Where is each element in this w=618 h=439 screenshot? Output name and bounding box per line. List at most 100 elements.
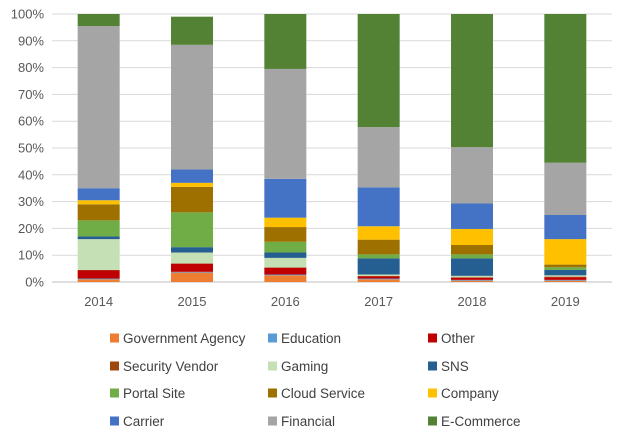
bar-education-2016	[264, 274, 307, 276]
y-tick-label: 40%	[18, 167, 44, 182]
bar-portal-site-2018	[451, 254, 493, 259]
bar-sns-2018	[451, 258, 493, 276]
legend-label: Security Vendor	[123, 359, 219, 374]
legend-swatch	[268, 361, 277, 371]
x-tick-label: 2018	[458, 294, 487, 309]
bar-government-agency-2014	[77, 279, 120, 282]
x-tick-label: 2017	[364, 294, 393, 309]
legend-label: Financial	[281, 414, 335, 429]
y-tick-label: 90%	[18, 33, 44, 48]
bar-portal-site-2017	[357, 254, 400, 259]
bar-company-2018	[451, 228, 493, 246]
bar-government-agency-2015	[171, 272, 213, 282]
legend-label: Gaming	[281, 359, 328, 374]
x-tick-label: 2015	[178, 294, 207, 309]
legend-swatch	[428, 333, 437, 343]
bar-other-2017	[357, 276, 400, 279]
legend-item-education: Education	[268, 331, 341, 346]
legend-swatch	[110, 333, 119, 343]
bar-security-vendor-2018	[451, 277, 493, 278]
bar-government-agency-2019	[544, 280, 587, 282]
legend-swatch	[268, 416, 277, 426]
legend-label: Portal Site	[123, 386, 185, 401]
legend-item-government-agency: Government Agency	[110, 331, 246, 346]
bar-company-2015	[171, 182, 213, 187]
bar-carrier-2014	[77, 188, 120, 201]
bar-e-commerce-2018	[451, 14, 493, 148]
bar-carrier-2017	[357, 187, 400, 227]
bar-cloud-service-2014	[77, 204, 120, 221]
legend-item-other: Other	[428, 331, 475, 346]
bar-sns-2014	[77, 236, 120, 240]
bar-other-2018	[451, 277, 493, 280]
bar-e-commerce-2015	[171, 16, 213, 45]
y-tick-label: 80%	[18, 60, 44, 75]
bar-financial-2017	[357, 127, 400, 188]
legend-swatch	[428, 416, 437, 426]
bar-cloud-service-2017	[357, 239, 400, 255]
legend-item-e-commerce: E-Commerce	[428, 414, 521, 429]
bar-other-2014	[77, 270, 120, 279]
y-tick-label: 50%	[18, 141, 44, 156]
bar-carrier-2016	[264, 178, 307, 218]
x-tick-label: 2014	[84, 294, 113, 309]
bar-education-2019	[544, 279, 587, 281]
bar-company-2017	[357, 226, 400, 240]
y-tick-label: 10%	[18, 248, 44, 263]
bar-cloud-service-2016	[264, 227, 307, 242]
legend-item-cloud-service: Cloud Service	[268, 386, 365, 401]
legend-label: Education	[281, 331, 341, 346]
bar-cloud-service-2015	[171, 186, 213, 213]
bar-portal-site-2016	[264, 241, 307, 253]
legend-label: Cloud Service	[281, 386, 365, 401]
legend-item-company: Company	[428, 386, 499, 401]
bar-gaming-2018	[451, 275, 493, 278]
gridlines	[52, 13, 612, 283]
bar-gaming-2019	[544, 275, 587, 277]
bar-portal-site-2019	[544, 267, 587, 270]
bars	[77, 14, 587, 282]
legend-swatch	[110, 416, 119, 426]
legend-label: Company	[441, 386, 499, 401]
y-tick-label: 70%	[18, 87, 44, 102]
legend-swatch	[428, 361, 437, 371]
bar-e-commerce-2016	[264, 14, 307, 69]
legend-item-sns: SNS	[428, 359, 469, 374]
bar-security-vendor-2017	[357, 275, 400, 277]
y-axis: 0% 10% 20% 30% 40% 50% 60% 70% 80% 90% 100%	[11, 7, 45, 290]
bar-financial-2016	[264, 68, 307, 179]
bar-financial-2018	[451, 147, 493, 204]
x-tick-label: 2019	[551, 294, 580, 309]
bar-e-commerce-2019	[544, 14, 587, 163]
legend-swatch	[268, 388, 277, 398]
bar-government-agency-2016	[264, 275, 307, 282]
bar-company-2016	[264, 217, 307, 228]
bar-security-vendor-2015	[171, 263, 213, 264]
bar-financial-2014	[77, 26, 120, 189]
bar-other-2019	[544, 277, 587, 280]
bar-cloud-service-2018	[451, 245, 493, 255]
legend-label: Other	[441, 331, 475, 346]
legend-item-carrier: Carrier	[110, 414, 165, 429]
bar-security-vendor-2019	[544, 276, 587, 278]
bar-cloud-service-2019	[544, 264, 587, 268]
bar-security-vendor-2014	[77, 269, 120, 271]
bar-education-2018	[451, 279, 493, 281]
bar-gaming-2015	[171, 252, 213, 264]
legend-item-security-vendor: Security Vendor	[110, 359, 219, 374]
bar-company-2019	[544, 239, 587, 265]
legend-item-financial: Financial	[268, 414, 335, 429]
legend-label: E-Commerce	[441, 414, 521, 429]
legend-swatch	[110, 361, 119, 371]
bar-education-2017	[357, 278, 400, 280]
bar-gaming-2016	[264, 257, 307, 268]
bar-education-2015	[171, 271, 213, 273]
legend-label: Carrier	[123, 414, 165, 429]
bar-security-vendor-2016	[264, 267, 307, 268]
legend: Government Agency Education Other Security …	[110, 331, 521, 429]
y-tick-label: 100%	[11, 7, 45, 22]
bar-other-2016	[264, 267, 307, 275]
bar-financial-2019	[544, 162, 587, 215]
legend-swatch	[428, 388, 437, 398]
